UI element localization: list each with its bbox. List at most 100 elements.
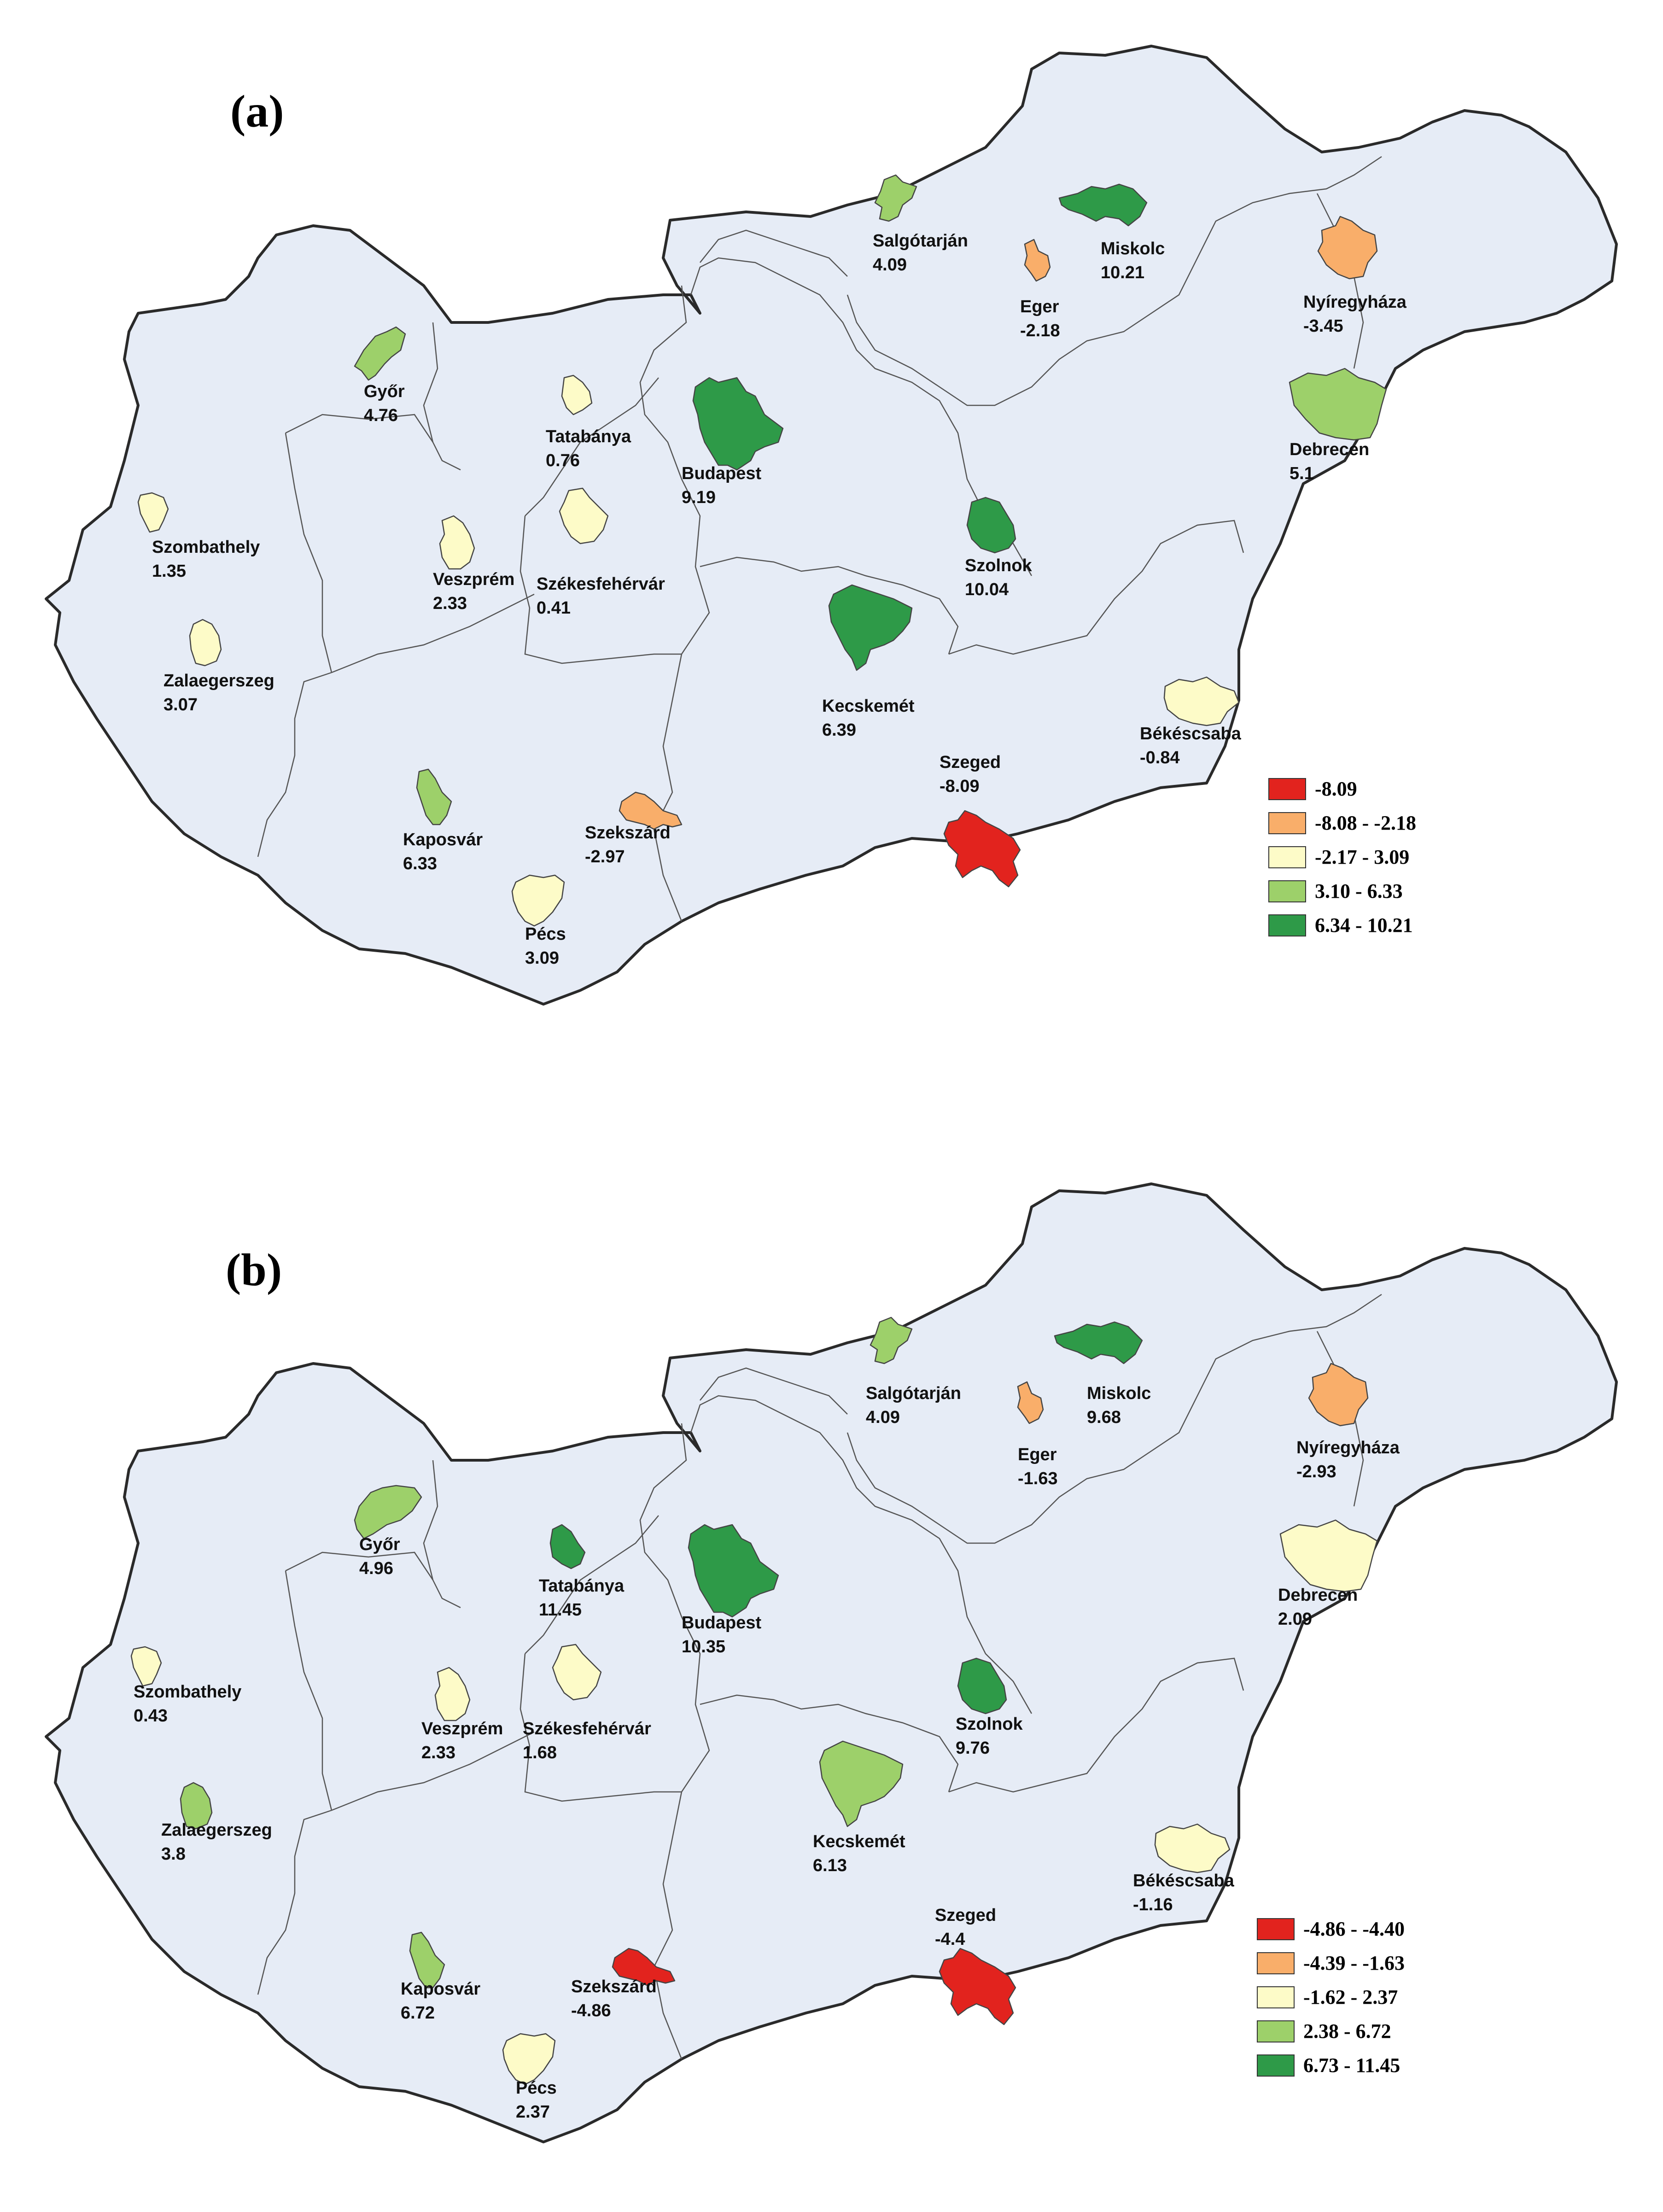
city-shape-kaposvar [409,1931,445,1989]
city-shape-szekesfehervar [552,1644,602,1701]
legend-label: -8.08 - -2.18 [1315,812,1416,834]
city-label-szombathely: Szombathely [152,538,260,557]
legend-swatch [1257,1986,1295,2008]
city-value-szekesfehervar: 1.68 [523,1743,557,1762]
city-label-nyiregyhaza: Nyíregyháza [1296,1438,1400,1457]
county-boundary [285,414,434,443]
county-boundary [846,1293,1382,1544]
city-shape-debrecen [1289,368,1387,441]
county-boundary [525,377,659,516]
legend-label: -8.09 [1315,778,1357,800]
city-label-veszprem: Veszprém [433,570,514,589]
city-shape-miskolc [1054,1321,1143,1364]
city-shape-kecskemet [828,584,913,671]
city-label-szeged: Szeged [939,753,1001,772]
city-value-gyor: 4.76 [364,406,398,425]
city-value-kaposvar: 6.33 [403,854,437,873]
city-label-nyiregyhaza: Nyíregyháza [1303,293,1407,312]
city-label-tatabanya: Tatabánya [546,427,631,446]
city-value-szombathely: 0.43 [134,1706,168,1726]
city-value-budapest: 9.19 [682,488,716,507]
city-value-kaposvar: 6.72 [401,2003,435,2023]
city-shape-szeged [939,1948,1016,2025]
city-shape-miskolc [1058,183,1148,227]
county-boundary [257,1809,332,1995]
city-value-veszprem: 2.33 [421,1743,455,1762]
city-value-kecskemet: 6.13 [813,1856,847,1875]
city-label-szekszard: Szekszárd [571,1977,657,1996]
legend-label: -2.17 - 3.09 [1315,846,1409,868]
city-value-szolnok: 9.76 [956,1738,990,1758]
legend-swatch [1257,2054,1295,2077]
county-boundary [257,672,332,857]
city-value-tatabanya: 0.76 [546,451,580,470]
legend-swatch [1268,778,1306,800]
city-label-kecskemet: Kecskemét [813,1832,905,1851]
city-label-szombathely: Szombathely [134,1682,241,1702]
city-value-salgotarjan: 4.09 [866,1408,900,1427]
city-labels: Salgótarján 4.09 Miskolc 9.68 Eger -1.63 Nyíre… [134,1384,1400,2122]
city-label-pecs: Pécs [516,2078,557,2098]
city-shapes [137,174,1387,927]
city-value-kecskemet: 6.39 [822,720,856,740]
city-shape-gyor [354,1485,422,1539]
city-shape-budapest [688,1524,779,1618]
county-boundary [700,556,959,655]
legend-swatch [1257,1918,1295,1940]
country-outline [45,1182,1618,2143]
city-label-miskolc: Miskolc [1087,1384,1151,1403]
county-boundary [285,1551,434,1580]
country-outline [45,45,1618,1006]
legend-swatch [1268,846,1306,868]
city-shape-kecskemet [819,1740,904,1827]
city-value-pecs: 3.09 [525,948,559,968]
city-value-pecs: 2.37 [516,2102,550,2122]
city-label-kaposvar: Kaposvár [401,1979,480,1999]
city-shapes [130,1317,1378,2085]
county-boundary [331,1731,535,1811]
county-boundary [285,1570,333,1811]
city-label-pecs: Pécs [525,925,566,944]
county-boundary [846,156,1382,406]
city-shape-szeged [943,810,1021,888]
city-value-eger: -2.18 [1020,321,1060,340]
panel-label: (b) [226,1244,282,1295]
legend: -4.86 - -4.40 -4.39 - -1.63 -1.62 - 2.37 2.… [1257,1918,1405,2077]
city-value-szolnok: 10.04 [965,580,1009,599]
legend-label: 2.38 - 6.72 [1303,2020,1391,2042]
city-value-debrecen: 5.1 [1290,464,1314,483]
county-boundary [690,1395,1033,1714]
panel-b: (b) Salgótarján 4.09 Miskolc 9.68 Eger -1.63 N… [45,1182,1618,2143]
city-shape-salgotarjan [874,174,917,222]
city-value-szekesfehervar: 0.41 [537,598,571,618]
legend-label: 6.73 - 11.45 [1303,2054,1400,2077]
city-label-szekszard: Szekszárd [585,823,671,843]
city-shape-szekszard [619,791,683,830]
city-value-eger: -1.63 [1018,1469,1058,1488]
county-boundary [525,1515,659,1654]
city-shape-debrecen [1279,1519,1378,1592]
county-boundary [423,322,461,471]
city-shape-pecs [502,2033,556,2085]
county-boundary [700,229,848,277]
legend: -8.09 -8.08 - -2.18 -2.17 - 3.09 3.10 - 6.3… [1268,778,1416,936]
county-boundary [639,1423,710,2060]
city-value-budapest: 10.35 [682,1637,725,1656]
city-label-tatabanya: Tatabánya [539,1576,624,1596]
legend-swatch [1268,880,1306,902]
city-shape-szolnok [957,1657,1007,1715]
city-value-szekszard: -2.97 [585,847,625,866]
city-value-bekescsaba: -0.84 [1140,748,1180,767]
city-label-eger: Eger [1020,297,1059,316]
city-label-budapest: Budapest [682,464,761,483]
city-shape-szombathely [137,492,169,533]
city-shape-nyiregyhaza [1308,1363,1369,1427]
city-shape-zalaegerszeg [180,1782,213,1830]
county-boundary [948,1657,1244,1793]
city-label-zalaegerszeg: Zalaegerszeg [163,671,274,691]
county-boundary [519,1653,682,1802]
city-shape-kaposvar [416,768,452,825]
city-shape-budapest [692,377,784,471]
legend-swatch [1257,1952,1295,1974]
city-label-szekesfehervar: Székesfehérvár [523,1719,651,1738]
